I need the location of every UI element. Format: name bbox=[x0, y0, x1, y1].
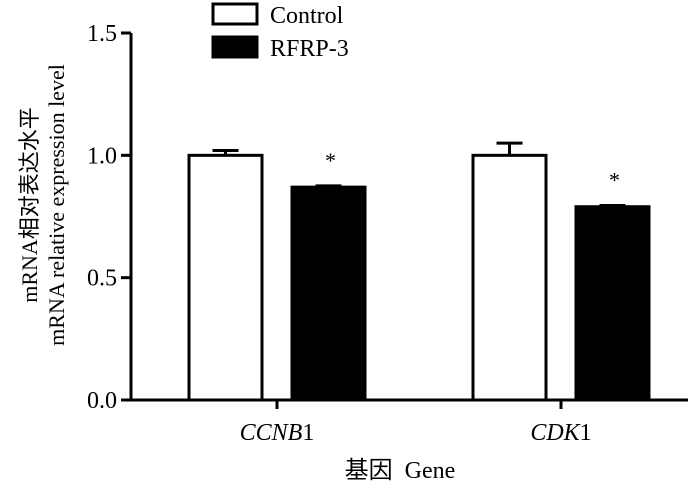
y-axis-title-english: mRNA relative expression level bbox=[44, 64, 69, 346]
y-tick-label: 0.5 bbox=[87, 266, 117, 292]
category-suffix: 1 bbox=[302, 420, 314, 446]
category-suffix: 1 bbox=[580, 420, 592, 446]
bar-control bbox=[471, 153, 548, 402]
x-tick-label: CDK1 bbox=[530, 420, 591, 446]
y-axis-title-chinese: mRNA相对表达水平 bbox=[17, 107, 42, 303]
bar-rfrp-3 bbox=[574, 205, 651, 402]
y-tick-label: 0.0 bbox=[87, 388, 117, 414]
category-name: CCNB bbox=[240, 420, 303, 446]
legend-swatch bbox=[211, 35, 259, 59]
legend-swatch bbox=[211, 2, 259, 26]
legend: Control RFRP-3 bbox=[211, 2, 349, 62]
category-name: CDK bbox=[530, 420, 581, 446]
y-tick-label: 1.5 bbox=[87, 21, 117, 47]
legend-label: RFRP-3 bbox=[270, 36, 349, 62]
bar-rfrp-3 bbox=[290, 185, 367, 402]
bar-control bbox=[187, 153, 264, 402]
legend-label: Control bbox=[270, 3, 344, 29]
bars: ** bbox=[187, 141, 651, 402]
x-tick-label: CCNB1 bbox=[240, 420, 315, 446]
x-axis-title: 基因 Gene bbox=[345, 457, 456, 484]
y-tick-label: 1.0 bbox=[87, 143, 117, 169]
significance-marker: * bbox=[325, 148, 336, 173]
significance-marker: * bbox=[609, 167, 620, 192]
